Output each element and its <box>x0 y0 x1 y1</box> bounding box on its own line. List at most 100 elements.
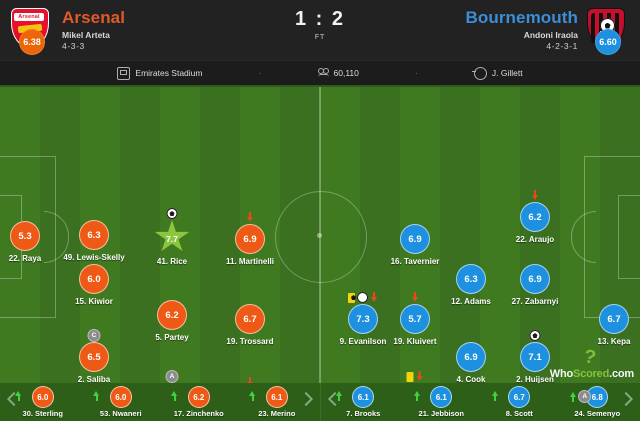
substitute-rating[interactable]: 6.1 <box>352 386 374 408</box>
info-separator-1: · <box>203 68 318 78</box>
substitute-badges <box>93 390 101 401</box>
goal-ball-icon <box>357 292 368 303</box>
substitute-rating[interactable]: 6.0 <box>32 386 54 408</box>
substitute-name: 30. Sterling <box>10 409 76 418</box>
substitute-name: 21. Jebbison <box>408 409 474 418</box>
substitute-badges <box>491 390 499 401</box>
substituted-off-icon <box>411 292 419 303</box>
player-badges <box>407 371 424 382</box>
player-marker[interactable]: 6.9 4. Cook <box>434 342 508 383</box>
player-rating[interactable]: 6.9 <box>520 264 550 294</box>
home-team-block[interactable]: Arsenal 6.38 Arsenal Mikel Arteta 4-3-3 <box>0 7 276 53</box>
substituted-on-icon <box>249 390 257 401</box>
away-team-name[interactable]: Bournemouth <box>465 8 578 27</box>
substituted-on-icon <box>15 390 23 401</box>
player-rating[interactable]: 6.3 <box>79 220 109 250</box>
player-name: 22. Araujo <box>498 235 572 244</box>
player-rating[interactable]: 6.7 <box>235 304 265 334</box>
player-marker-badge: A <box>166 370 179 383</box>
player-name: 49. Lewis-Skelly <box>57 253 131 262</box>
player-badges <box>348 292 378 303</box>
people-icon <box>318 68 329 79</box>
player-rating[interactable]: 7.3 <box>348 304 378 334</box>
player-rating[interactable]: 6.9 <box>456 342 486 372</box>
player-rating[interactable]: 5.7 <box>400 304 430 334</box>
home-team-text: Arsenal Mikel Arteta 4-3-3 <box>62 8 125 51</box>
substitute-rating[interactable]: 6.7 <box>508 386 530 408</box>
player-rating[interactable]: 7.1 <box>520 342 550 372</box>
away-team-block[interactable]: Bournemouth Andoni Iraola 4-2-3-1 6.60 <box>364 7 640 53</box>
yellow-card-icon <box>407 372 414 382</box>
substitute-rating[interactable]: 6.0 <box>110 386 132 408</box>
substitute-badges <box>249 390 257 401</box>
player-rating[interactable]: 6.3 <box>456 264 486 294</box>
player-rating[interactable]: 6.0 <box>79 264 109 294</box>
substitute-rating[interactable]: 6.2 <box>188 386 210 408</box>
crest-wordmark: Arsenal <box>14 13 44 21</box>
substituted-off-icon <box>246 212 254 223</box>
player-rating[interactable]: 5.3 <box>10 221 40 251</box>
player-marker-badge: C <box>88 329 101 342</box>
substitute-name: 8. Scott <box>486 409 552 418</box>
substitute-rating[interactable]: 6.1 <box>430 386 452 408</box>
substitute-badges: A <box>569 390 591 403</box>
substituted-on-icon <box>491 390 499 401</box>
away-team-rating: 6.60 <box>595 29 621 55</box>
home-team-rating: 6.38 <box>19 29 45 55</box>
away-formation: 4-2-3-1 <box>465 42 578 52</box>
player-marker[interactable]: 6.2 5. Partey <box>135 300 209 342</box>
substitute-name: 23. Merino <box>244 409 310 418</box>
match-header: Arsenal 6.38 Arsenal Mikel Arteta 4-3-3 … <box>0 0 640 60</box>
player-rating[interactable]: 6.2 <box>157 300 187 330</box>
substituted-on-icon <box>93 390 101 401</box>
player-badges <box>531 190 539 201</box>
whoscored-mark-icon: ? <box>583 346 598 370</box>
player-name: 4. Cook <box>434 375 508 383</box>
player-name: 5. Partey <box>135 333 209 342</box>
player-marker[interactable]: 6.3 49. Lewis-Skelly <box>57 220 131 262</box>
player-rating[interactable]: 6.9 <box>400 224 430 254</box>
substitute-badges <box>15 390 23 401</box>
six-yard-box-right <box>618 195 640 279</box>
player-marker[interactable]: 6.2 22. Araujo <box>498 202 572 244</box>
player-rating: 7.7 <box>166 234 178 244</box>
player-badges <box>411 292 419 303</box>
home-team-name[interactable]: Arsenal <box>62 8 125 27</box>
substitute-badges <box>335 390 343 401</box>
player-badges: C <box>88 330 101 341</box>
substitute-rating[interactable]: 6.1 <box>266 386 288 408</box>
player-rating[interactable]: 6.5 <box>79 342 109 372</box>
substituted-on-icon <box>171 390 179 401</box>
stadium-icon <box>117 67 130 80</box>
substituted-on-icon <box>413 390 421 401</box>
substituted-off-icon <box>531 190 539 201</box>
whoscored-watermark: WhoScored.com <box>550 368 634 380</box>
player-rating[interactable]: 6.2 <box>520 202 550 232</box>
man-of-the-match-star[interactable]: 7.7 <box>154 220 190 254</box>
player-rating[interactable]: 6.9 <box>235 224 265 254</box>
match-info-bar: Emirates Stadium · 60,110 · J. Gillett <box>0 60 640 85</box>
attendance-info: 60,110 <box>318 68 359 79</box>
player-rating[interactable]: 6.7 <box>599 304 629 334</box>
